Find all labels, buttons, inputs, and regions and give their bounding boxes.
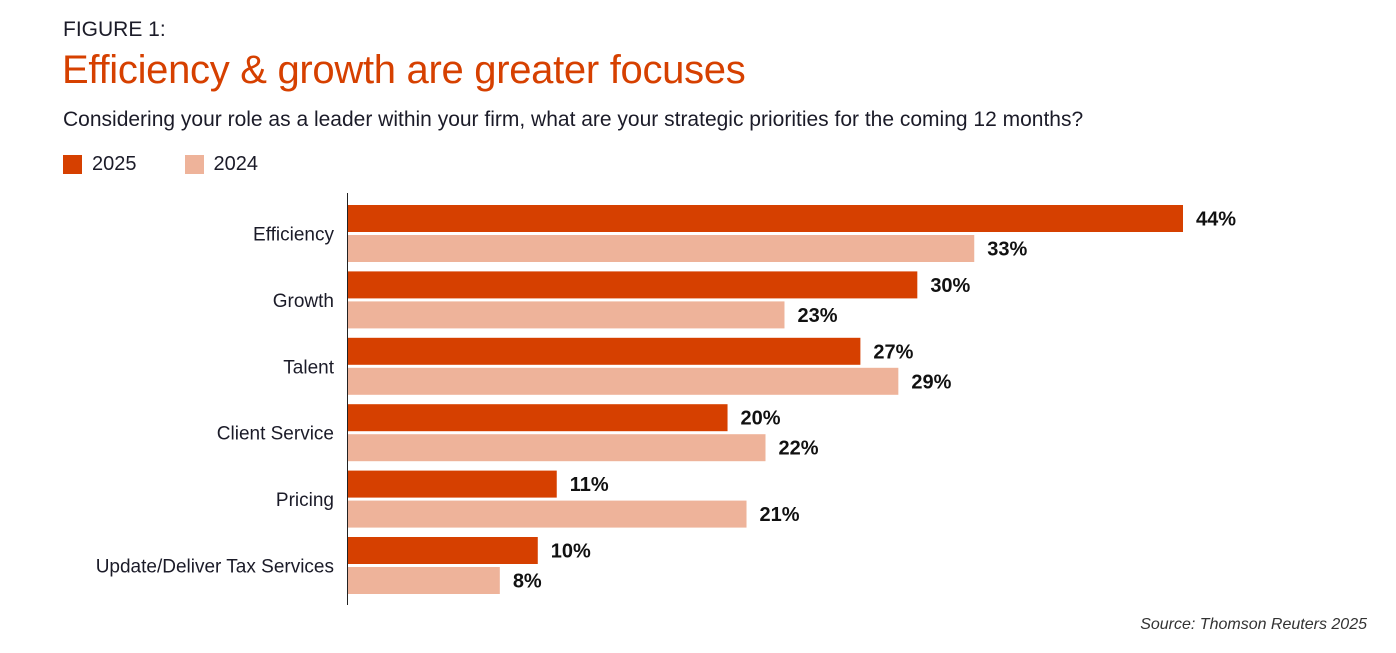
category-label: Client Service: [217, 424, 334, 445]
category-label: Talent: [283, 357, 334, 378]
data-label-2024: 21%: [760, 504, 800, 526]
data-label-2025: 44%: [1196, 209, 1236, 231]
category-label: Efficiency: [253, 225, 334, 246]
bar-2025: [348, 271, 918, 299]
data-label-2024: 22%: [779, 438, 819, 460]
data-label-2024: 29%: [911, 371, 951, 393]
chart-title: Efficiency & growth are greater focuses: [62, 48, 746, 92]
legend-swatch-2025: [63, 155, 82, 174]
legend: 2025 2024: [63, 153, 306, 176]
data-label-2025: 11%: [570, 474, 609, 496]
bar-2024: [348, 567, 500, 594]
legend-swatch-2024: [184, 155, 204, 174]
data-label-2025: 20%: [741, 408, 781, 430]
legend-label-2024: 2024: [213, 153, 259, 175]
bar-2024: [348, 500, 747, 528]
legend-item-2025: 2025: [63, 153, 137, 176]
bar-2025: [348, 537, 538, 564]
category-label: Growth: [273, 291, 334, 312]
data-label-2024: 33%: [987, 239, 1027, 261]
figure-label: FIGURE 1:: [63, 18, 166, 41]
category-label: Update/Deliver Tax Services: [96, 557, 334, 578]
data-label-2025: 10%: [551, 541, 591, 563]
bar-2024: [348, 235, 975, 262]
bar-2024: [348, 434, 766, 462]
legend-label-2025: 2025: [92, 153, 137, 175]
bar-2025: [348, 470, 557, 498]
chart-subtitle: Considering your role as a leader within…: [63, 108, 1084, 131]
bar-2025: [348, 205, 1183, 232]
bar-2024: [348, 367, 899, 395]
bar-2025: [348, 337, 861, 365]
data-label-2025: 27%: [873, 341, 913, 363]
data-label-2025: 30%: [930, 275, 970, 297]
data-label-2024: 8%: [513, 571, 542, 593]
bar-2025: [348, 404, 728, 432]
category-label: Pricing: [276, 490, 334, 511]
data-label-2024: 23%: [797, 305, 837, 327]
bar-2024: [348, 301, 785, 329]
legend-item-2024: 2024: [184, 153, 259, 176]
source-note: Source: Thomson Reuters 2025: [1140, 616, 1367, 633]
